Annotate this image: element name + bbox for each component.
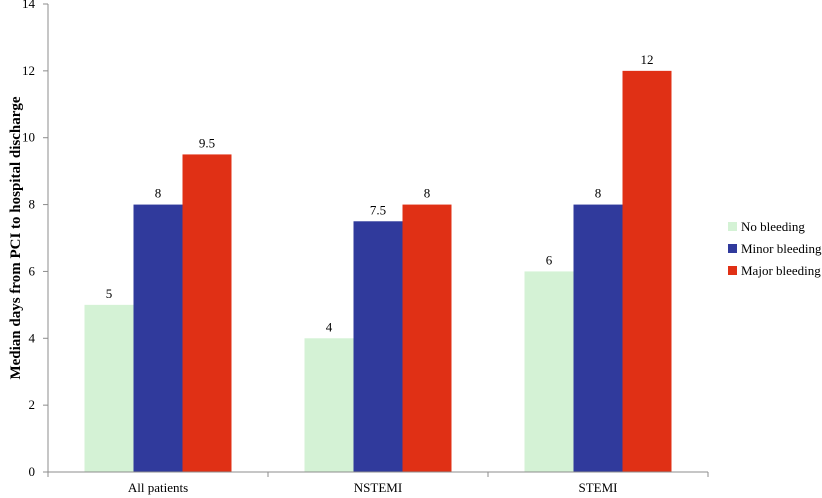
data-label: 8 xyxy=(155,186,162,201)
data-label: 12 xyxy=(641,52,654,67)
legend-label: No bleeding xyxy=(741,219,805,234)
legend: No bleeding Minor bleeding Major bleeding xyxy=(728,219,822,278)
y-tick-label: 12 xyxy=(22,63,35,78)
x-tick-label: NSTEMI xyxy=(354,480,402,495)
y-tick-label: 2 xyxy=(29,397,36,412)
x-tick-label: All patients xyxy=(128,480,188,495)
bar xyxy=(573,204,623,473)
y-axis-label: Median days from PCI to hospital dischar… xyxy=(8,96,24,379)
bar xyxy=(353,221,403,472)
y-tick-label: 0 xyxy=(29,464,36,479)
data-label: 4 xyxy=(326,319,333,334)
bar xyxy=(402,204,452,473)
legend-swatch xyxy=(728,222,737,231)
data-label: 5 xyxy=(106,286,113,301)
data-label: 7.5 xyxy=(370,202,386,217)
plot-area: 5 8 9.5 All patients 4 7.5 8 NSTEMI 6 8 12 STEMI 0 2 4… xyxy=(22,0,709,495)
y-tick-label: 14 xyxy=(22,0,36,11)
bar xyxy=(622,70,672,472)
legend-label: Major bleeding xyxy=(741,263,821,278)
bar xyxy=(84,304,134,472)
y-tick-label: 8 xyxy=(29,197,36,212)
y-tick-label: 6 xyxy=(29,263,36,278)
legend-swatch xyxy=(728,244,737,253)
legend-swatch xyxy=(728,266,737,275)
data-label: 8 xyxy=(595,186,602,201)
y-tick-label: 10 xyxy=(22,130,35,145)
bar xyxy=(182,154,232,472)
bar xyxy=(304,338,354,472)
bar xyxy=(133,204,183,473)
x-tick-label: STEMI xyxy=(579,480,618,495)
y-tick-label: 4 xyxy=(29,330,36,345)
legend-label: Minor bleeding xyxy=(741,241,822,256)
data-label: 8 xyxy=(424,186,431,201)
data-label: 9.5 xyxy=(199,135,215,150)
bar xyxy=(524,271,574,472)
data-label: 6 xyxy=(546,252,553,267)
